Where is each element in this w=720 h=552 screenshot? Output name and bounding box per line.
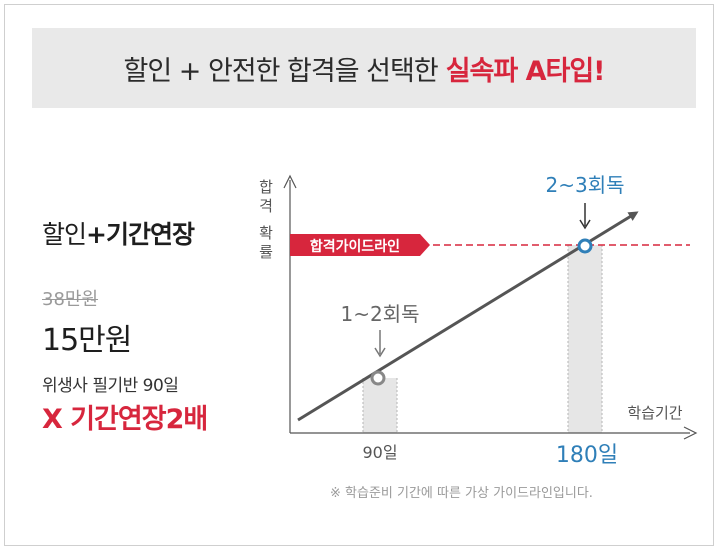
- x-label-180-days: 180일: [556, 443, 618, 468]
- banner-title: 할인 + 안전한 합격을 선택한: [123, 55, 438, 87]
- offer-accent: X 기간연장2배: [42, 404, 208, 435]
- x-label-90-days: 90일: [362, 443, 397, 462]
- guideline-label: 합격가이드라인: [310, 238, 400, 255]
- y-axis-label-char: 률: [259, 243, 273, 261]
- guideline-tag: [290, 234, 430, 256]
- y-axis-label-char: 합: [259, 178, 273, 196]
- x-axis-label: 학습기간: [627, 404, 682, 422]
- marker-180-days: [577, 238, 593, 254]
- bar-90-days: [363, 378, 397, 433]
- y-axis-label-char: 확: [259, 224, 273, 242]
- old-price: 38만원: [42, 289, 99, 310]
- new-price: 15만원: [42, 323, 132, 358]
- y-axis-arrow: [283, 174, 297, 189]
- annotation-180-arrowhead: [579, 219, 591, 230]
- marker-90-days: [370, 370, 386, 386]
- footnote: ※ 학습준비 기간에 따른 가상 가이드라인입니다.: [330, 486, 593, 501]
- offer-title: 할인+기간연장: [42, 215, 195, 251]
- offer-title-bold: +기간연장: [86, 220, 195, 249]
- annotation-180-days: 2~3회독: [545, 173, 624, 197]
- header-banner: 할인 + 안전한 합격을 선택한 실속파 A타입!: [32, 28, 696, 108]
- banner-accent: 실속파 A타입!: [445, 55, 606, 87]
- y-axis-label-char: 격: [259, 197, 273, 215]
- x-axis-arrow: [683, 426, 698, 440]
- offer-title-plain: 할인: [42, 220, 87, 249]
- annotation-90-days: 1~2회독: [340, 302, 419, 326]
- offer-subtitle: 위생사 필기반 90일: [42, 376, 179, 396]
- annotation-90-arrowhead: [374, 347, 386, 358]
- frame: [4, 4, 714, 546]
- bar-180-days: [568, 245, 602, 433]
